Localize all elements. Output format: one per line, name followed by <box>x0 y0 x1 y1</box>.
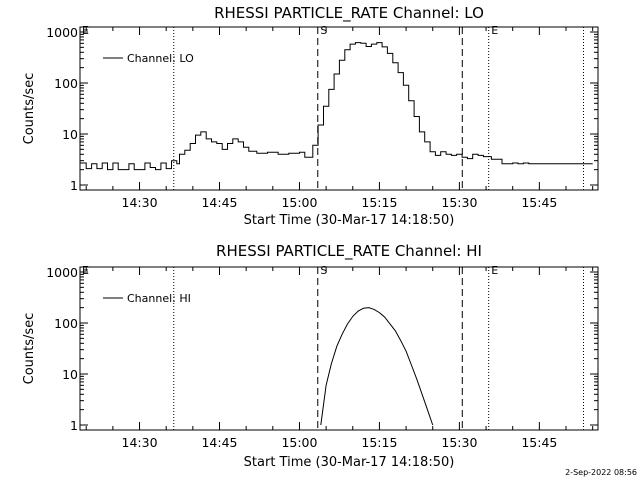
y-tick-label: 1000 <box>46 25 78 40</box>
footer-timestamp: 2-Sep-2022 08:56 <box>565 468 637 477</box>
x-axis-label: Start Time (30-Mar-17 14:18:50) <box>244 455 455 470</box>
data-series-line <box>80 42 593 171</box>
x-tick-label: 15:45 <box>521 195 557 210</box>
panel-hi: RHESSI PARTICLE_RATE Channel: HI 1 10 100 10… <box>22 242 599 470</box>
legend-label: Channel: LO <box>127 52 194 65</box>
plot-frame <box>79 26 599 191</box>
start-marker-label: S <box>320 264 327 277</box>
data-series-line <box>320 307 434 426</box>
x-tick-label: 15:00 <box>281 195 317 210</box>
y-tick-label: 100 <box>54 76 78 91</box>
end-marker-label: E <box>82 264 89 277</box>
legend-label: Channel: HI <box>127 292 191 305</box>
x-tick-label: 15:30 <box>441 435 477 450</box>
y-tick-label: 100 <box>54 316 78 331</box>
end-marker-label: E <box>82 24 89 37</box>
x-tick-label: 15:15 <box>361 435 397 450</box>
y-tick-label: 1 <box>70 178 78 193</box>
x-tick-label: 15:45 <box>521 435 557 450</box>
x-tick-label: 14:30 <box>122 435 158 450</box>
y-tick-label: 10 <box>62 367 78 382</box>
y-tick-label: 1 <box>70 418 78 433</box>
panel-lo: RHESSI PARTICLE_RATE Channel: LO 1 10 100 10… <box>22 4 599 228</box>
x-tick-label: 15:30 <box>441 195 477 210</box>
x-tick-label: 15:15 <box>361 195 397 210</box>
chart-title: RHESSI PARTICLE_RATE Channel: LO <box>214 4 484 23</box>
x-tick-label: 14:30 <box>122 195 158 210</box>
x-axis-label: Start Time (30-Mar-17 14:18:50) <box>244 213 455 228</box>
y-axis-label: Counts/sec <box>22 313 37 385</box>
end-marker-label: E <box>491 24 498 37</box>
x-tick-label: 14:45 <box>201 435 237 450</box>
y-tick-label: 10 <box>62 127 78 142</box>
y-axis-label: Counts/sec <box>22 73 37 145</box>
x-tick-label: 14:45 <box>201 195 237 210</box>
chart-title: RHESSI PARTICLE_RATE Channel: HI <box>216 242 482 261</box>
end-marker-label: E <box>491 264 498 277</box>
y-tick-label: 1000 <box>46 265 78 280</box>
start-marker-label: S <box>320 24 327 37</box>
plot-frame <box>79 266 599 431</box>
x-tick-label: 15:00 <box>281 435 317 450</box>
